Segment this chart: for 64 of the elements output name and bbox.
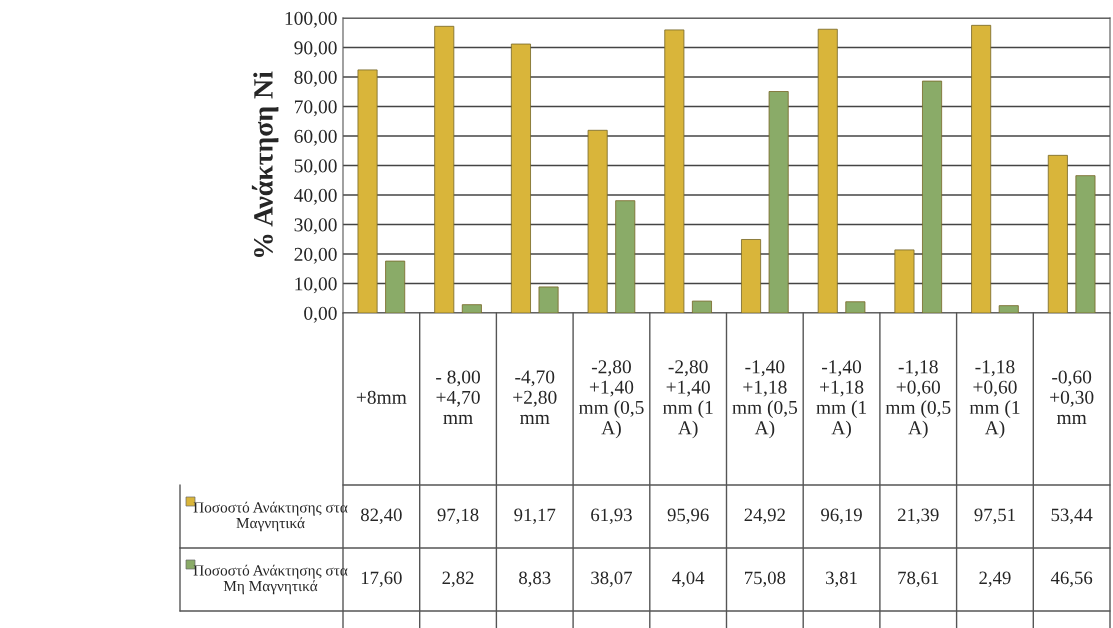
y-tick-label: 80,00 xyxy=(294,70,337,87)
data-label: 95,96 xyxy=(667,508,709,524)
bar xyxy=(510,43,531,313)
x-tick-label: - 8,00 +4,70 mm xyxy=(436,370,480,425)
data-label: 61,93 xyxy=(591,508,632,524)
data-label: 75,08 xyxy=(744,571,786,587)
bar xyxy=(922,80,943,313)
x-tick-label: -0,60 +0,30 mm xyxy=(1050,370,1094,425)
data-label: 82,40 xyxy=(360,508,402,524)
y-tick-label: 60,00 xyxy=(294,129,337,146)
bar xyxy=(817,28,838,313)
y-tick-label: 30,00 xyxy=(294,218,337,235)
data-label: 2,82 xyxy=(442,571,474,587)
data-label: 53,44 xyxy=(1051,508,1093,524)
y-tick-label: 10,00 xyxy=(295,277,337,294)
bar xyxy=(357,69,378,313)
bar xyxy=(587,129,608,313)
y-tick-label: 70,00 xyxy=(294,100,337,117)
bar xyxy=(691,300,712,313)
data-label: 3,81 xyxy=(826,571,857,587)
bar xyxy=(538,286,559,313)
data-label: 21,39 xyxy=(897,508,939,524)
data-label: 78,61 xyxy=(898,571,939,587)
y-tick-label: 50,00 xyxy=(294,159,337,176)
legend-label: Ποσοστό Ανάκτησης στα Μαγνητικά xyxy=(193,501,348,532)
data-label: 2,49 xyxy=(979,571,1011,587)
data-label: 17,60 xyxy=(361,571,402,587)
data-label: 24,92 xyxy=(744,508,785,524)
y-tick-label: 100,00 xyxy=(285,11,337,28)
data-label: 4,04 xyxy=(672,571,705,587)
bar xyxy=(615,200,636,313)
y-tick-label: 90,00 xyxy=(294,41,337,58)
x-tick-label: -4,70 +2,80 mm xyxy=(513,370,557,425)
bar xyxy=(894,249,915,313)
x-tick-label: -1,40 +1,18 mm (1 A) xyxy=(816,360,867,439)
y-tick-label: 0,00 xyxy=(304,306,337,323)
bar xyxy=(768,91,789,313)
bar xyxy=(461,304,482,313)
bar xyxy=(385,260,406,313)
x-tick-label: -2,80 +1,40 mm (1 A) xyxy=(662,360,713,439)
data-label: 97,18 xyxy=(437,508,479,524)
data-label: 38,07 xyxy=(591,571,632,587)
x-tick-label: -1,40 +1,18 mm (0,5 A) xyxy=(732,360,798,439)
legend-label: Ποσοστό Ανάκτησης στα Μη Μαγνητικά xyxy=(193,564,348,595)
bar xyxy=(845,301,866,313)
bar xyxy=(434,25,455,313)
data-label: 91,17 xyxy=(514,508,556,524)
x-tick-label: -1,18 +0,60 mm (1 A) xyxy=(969,360,1020,439)
bar xyxy=(971,24,992,313)
x-tick-label: +8mm xyxy=(356,390,407,404)
y-axis-title: % Ανάκτηση Ni xyxy=(251,71,279,258)
y-tick-label: 20,00 xyxy=(294,247,337,264)
x-tick-label: -2,80 +1,40 mm (0,5 A) xyxy=(578,360,644,439)
bar xyxy=(998,305,1019,313)
data-label: 96,19 xyxy=(821,508,862,524)
data-label: 8,83 xyxy=(519,571,551,587)
bar xyxy=(741,239,762,313)
bar xyxy=(1075,175,1096,313)
y-tick-label: 40,00 xyxy=(294,188,337,205)
data-label: 97,51 xyxy=(974,508,1015,524)
bar xyxy=(664,29,685,313)
bar xyxy=(1047,154,1068,313)
data-label: 46,56 xyxy=(1050,571,1093,587)
x-tick-label: -1,18 +0,60 mm (0,5 A) xyxy=(885,360,951,439)
